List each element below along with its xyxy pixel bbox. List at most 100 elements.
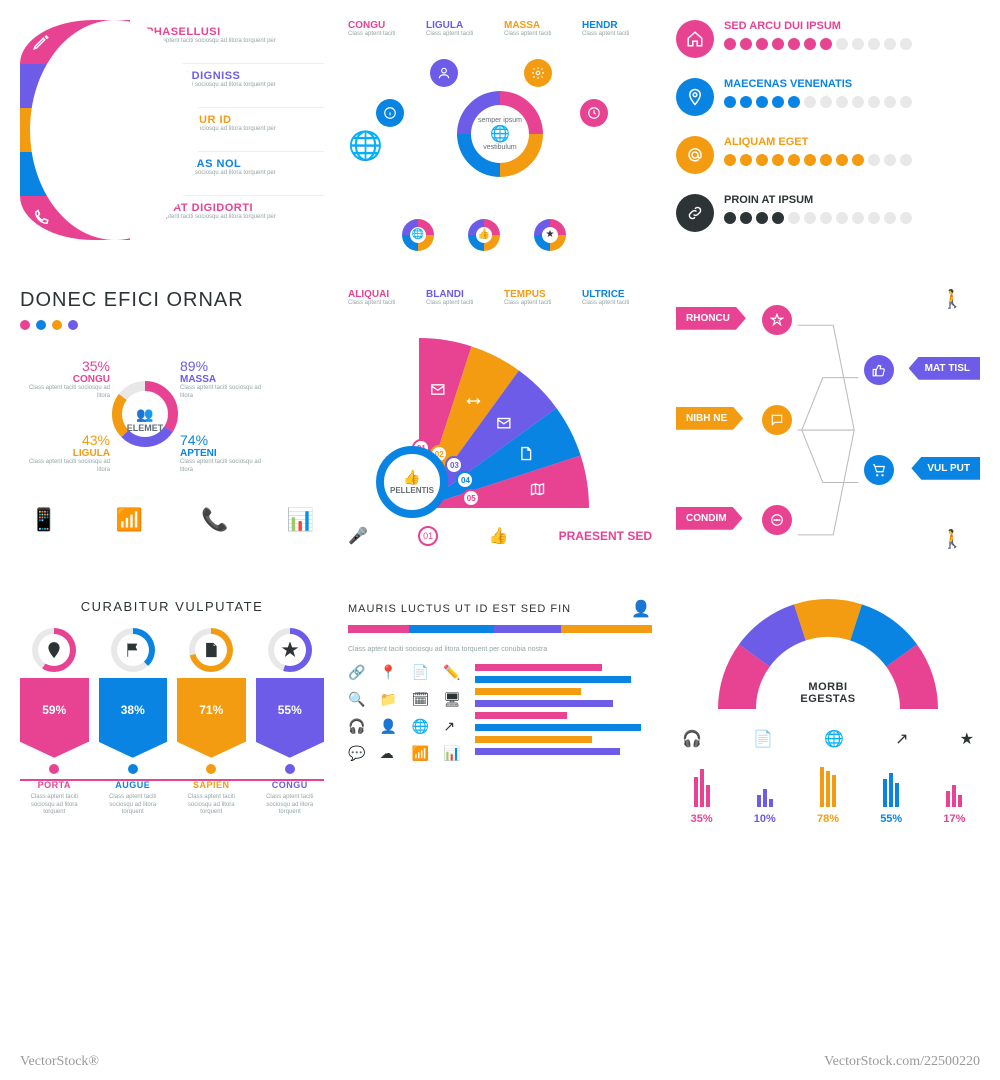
- item-title: PHASELLUSI: [146, 26, 324, 38]
- dot-track: [724, 154, 980, 166]
- arrow-columns: CURABITUR VULPUTATE 59% PORTA Class apte…: [20, 599, 324, 825]
- col-label: SAPIEN: [177, 780, 246, 790]
- footer-label: PRAESENT SED: [559, 529, 652, 543]
- head-label: LIGULA: [426, 20, 496, 31]
- icon-row: 🎧📄🌐↗★: [676, 729, 980, 749]
- grid-icon: ✏️: [443, 664, 461, 681]
- hbar: [475, 700, 613, 707]
- grid-icon: 🖥: [443, 691, 461, 708]
- dot-row: MAECENAS VENENATIS: [676, 78, 980, 116]
- stat-pct: 43%: [20, 432, 110, 448]
- fan-footer: 🎤 01 👍 PRAESENT SED: [348, 526, 652, 546]
- ring-label: vestibulum: [478, 144, 522, 151]
- bracket-diagram: RHONCUMAT TISLNIBH NEVUL PUTCONDIM🚶🚶: [676, 289, 980, 569]
- grid-icon: 🔍: [348, 691, 366, 708]
- hbar: [475, 724, 641, 731]
- mic-icon: 🎤: [348, 526, 368, 546]
- stat: 74%APTENIClass aptent taciti sociosqu ad…: [180, 432, 270, 475]
- crescent-stripe: [20, 152, 130, 196]
- icon-bars: MAURIS LUCTUS UT ID EST SED FIN 👤 Class …: [348, 599, 652, 825]
- timeline-dot: [285, 764, 295, 774]
- head-desc: Class aptent taciti: [348, 300, 418, 308]
- item-desc: Class aptent taciti sociosqu ad litora t…: [146, 214, 324, 222]
- hbar: [475, 676, 631, 683]
- person-icon: 👤: [631, 599, 652, 619]
- hbar: [475, 736, 592, 743]
- timeline-dot: [206, 764, 216, 774]
- dot-track: [724, 212, 980, 224]
- stat-label: CONGU: [20, 374, 110, 385]
- crescent-stripe: [20, 196, 130, 240]
- col-pct: 78%: [808, 813, 847, 825]
- row-icon: 🌐: [824, 729, 844, 749]
- row-icon: [676, 20, 714, 58]
- arrow-column: 55% CONGU Class aptent taciti sociosqu a…: [256, 628, 325, 817]
- arrow-body: 71%: [177, 678, 246, 742]
- handset-icon: 📞: [201, 507, 228, 533]
- row-icon: [676, 78, 714, 116]
- hbar-chart: [475, 664, 652, 762]
- column-chart: 35%10%78%55%17%: [676, 765, 980, 825]
- crescent-list: PHASELLUSIClass aptent taciti sociosqu a…: [20, 20, 324, 259]
- stat-desc: Class aptent taciti sociosqu ad litora: [180, 385, 270, 401]
- col-desc: Class aptent taciti sociosqu ad litora t…: [177, 794, 246, 817]
- bracket-node: [864, 355, 894, 385]
- row-icon: [676, 194, 714, 232]
- bar-group: [872, 767, 911, 807]
- grid-icon: ↗: [443, 718, 461, 735]
- dot-track: [724, 38, 980, 50]
- row-icon: ★: [960, 729, 974, 749]
- segment-bar: [348, 625, 652, 633]
- hub-body: 🌐 semper ipsum🌐vestibulum🌐👍★: [348, 49, 652, 259]
- stat-desc: Class aptent taciti sociosqu ad litora: [20, 459, 110, 475]
- row-title: MAECENAS VENENATIS: [724, 78, 980, 90]
- dot-progress-list: SED ARCU DUI IPSUMMAECENAS VENENATISALIQ…: [676, 20, 980, 259]
- col-pct: 35%: [682, 813, 721, 825]
- grid-icon: 📍: [380, 664, 398, 681]
- stat-pct: 89%: [180, 358, 270, 374]
- bracket-tag: VUL PUT: [911, 457, 980, 480]
- fan-body: 👍PELLENTIS0102030405: [348, 318, 652, 518]
- donut-stats: DONEC EFICI ORNAR 35%CONGUClass aptent t…: [20, 289, 324, 569]
- progress-ring: [268, 628, 312, 672]
- center-ring: semper ipsum🌐vestibulum: [439, 73, 561, 195]
- bracket-node: [762, 405, 792, 435]
- icon-grid: 🔗📍📄✏️🔍📁🗓🖥🎧👤🌐↗💬☁📶📊: [348, 664, 461, 762]
- thumb-icon: 👍: [488, 526, 508, 546]
- arrow-column: 38% AUGUE Class aptent taciti sociosqu a…: [99, 628, 168, 817]
- section-title: MAURIS LUCTUS UT ID EST SED FIN 👤: [348, 599, 652, 619]
- stat-desc: Class aptent taciti sociosqu ad litora: [20, 385, 110, 401]
- section-title: CURABITUR VULPUTATE: [20, 599, 324, 614]
- item-desc: Class aptent taciti sociosqu ad litora t…: [146, 38, 324, 46]
- head-desc: Class aptent taciti: [426, 300, 496, 308]
- bar-group: [808, 767, 847, 807]
- head-label: MASSA: [504, 20, 574, 31]
- head-label: HENDR: [582, 20, 652, 31]
- bracket-node: [762, 305, 792, 335]
- watermark-right: VectorStock.com/22500220: [824, 1054, 980, 1070]
- donut-grid: 35%CONGUClass aptent taciti sociosqu ad …: [20, 344, 324, 489]
- col-label: CONGU: [256, 780, 325, 790]
- mini-pie: 🌐: [402, 219, 434, 251]
- head-desc: Class aptent taciti: [426, 31, 496, 39]
- col-label: AUGUE: [99, 780, 168, 790]
- bracket-tag: MAT TISL: [909, 357, 980, 380]
- stat: 35%CONGUClass aptent taciti sociosqu ad …: [20, 358, 110, 401]
- icon-row: 📱 📶 📞 📊: [20, 507, 324, 533]
- row-icon: ↗: [895, 729, 908, 749]
- grid-icon: 🌐: [412, 718, 430, 735]
- rainbow-arc: MORBIEGESTAS: [676, 599, 980, 709]
- chart-column: 55%: [872, 767, 911, 825]
- dot-row: SED ARCU DUI IPSUM: [676, 20, 980, 58]
- col-desc: Class aptent taciti sociosqu ad litora t…: [99, 794, 168, 817]
- head-desc: Class aptent taciti: [582, 300, 652, 308]
- grid-icon: 👤: [380, 718, 398, 735]
- row-icon: 📄: [753, 729, 773, 749]
- mini-pie: ★: [534, 219, 566, 251]
- head-label: ULTRICE: [582, 289, 652, 300]
- stat-pct: 35%: [20, 358, 110, 374]
- grid-icon: 📶: [412, 745, 430, 762]
- chart-column: 78%: [808, 767, 847, 825]
- head-label: CONGU: [348, 20, 418, 31]
- progress-ring: [32, 628, 76, 672]
